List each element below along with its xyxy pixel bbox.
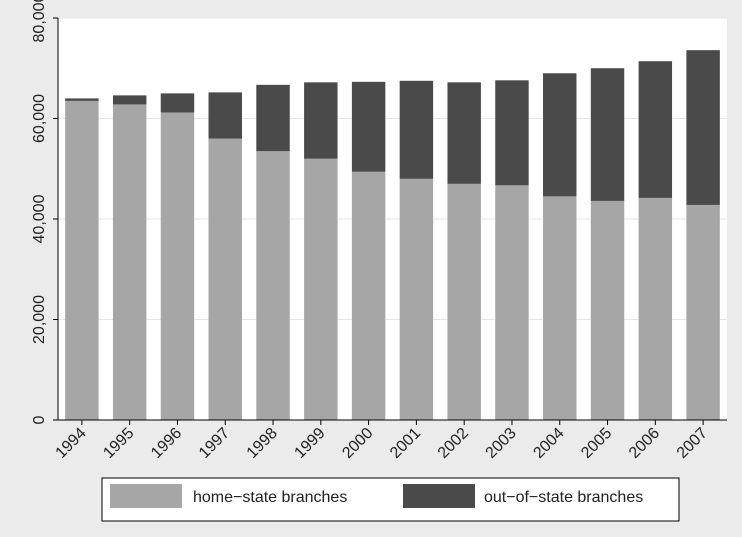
- legend-box: [101, 477, 680, 522]
- bar-out-of-state: [447, 82, 481, 184]
- bar-out-of-state: [160, 93, 195, 113]
- legend: home−state branches out−of−state branche…: [101, 477, 680, 522]
- bar-home-state: [65, 100, 99, 420]
- bar-home-state: [638, 197, 673, 420]
- bar-home-state: [208, 138, 242, 420]
- bar-out-of-state: [590, 68, 625, 201]
- y-tick-label: 80,000: [31, 0, 48, 42]
- bar-out-of-state: [256, 84, 290, 152]
- legend-swatch-out-of-state: [403, 484, 475, 508]
- bar-out-of-state: [399, 80, 434, 179]
- bar-out-of-state: [208, 92, 242, 139]
- bar-out-of-state: [686, 50, 720, 205]
- bar-home-state: [160, 112, 195, 420]
- bar-out-of-state: [304, 82, 338, 159]
- bar-out-of-state: [65, 98, 99, 101]
- bar-home-state: [590, 200, 625, 420]
- legend-swatch-home-state: [110, 484, 182, 508]
- bar-home-state: [399, 178, 434, 420]
- bar-out-of-state: [351, 81, 386, 172]
- legend-label-out-of-state: out−of−state branches: [484, 489, 643, 506]
- bars: [65, 50, 720, 421]
- bar-out-of-state: [638, 61, 673, 198]
- bar-home-state: [112, 104, 147, 421]
- bar-home-state: [495, 185, 529, 420]
- bar-out-of-state: [495, 80, 529, 186]
- y-axis-ticks: 0 20,000 40,000 60,000 80,000: [31, 0, 58, 424]
- bar-home-state: [447, 183, 481, 420]
- bar-out-of-state: [112, 95, 147, 105]
- y-tick-label: 40,000: [31, 194, 48, 243]
- bar-home-state: [351, 171, 386, 420]
- y-tick-label: 0: [31, 415, 48, 424]
- bar-home-state: [686, 204, 720, 420]
- bar-home-state: [304, 158, 338, 420]
- y-tick-label: 60,000: [31, 94, 48, 143]
- y-tick-label: 20,000: [31, 295, 48, 344]
- bar-home-state: [543, 196, 577, 420]
- bar-out-of-state: [543, 73, 577, 197]
- legend-label-home-state: home−state branches: [193, 489, 347, 506]
- bar-home-state: [256, 151, 290, 420]
